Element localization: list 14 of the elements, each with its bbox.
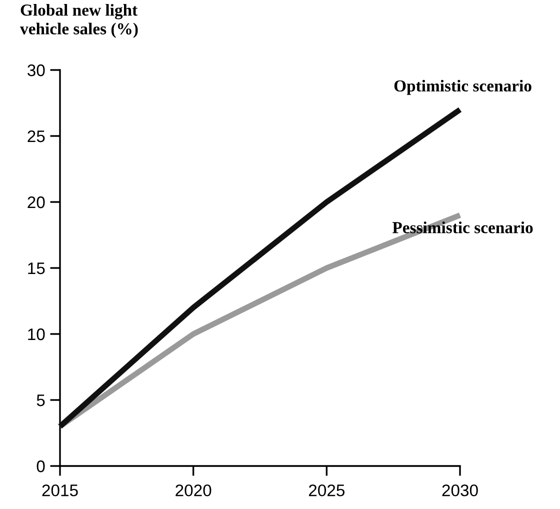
y-axis-title: Global new light vehicle sales (%) [20, 4, 138, 38]
y-tick-label: 0 [36, 460, 45, 472]
x-tick-label: 2020 [176, 484, 212, 496]
y-tick-label: 25 [28, 130, 45, 142]
series-label: Optimistic scenario [394, 80, 532, 95]
y-tick-label: 20 [28, 196, 45, 208]
y-tick-label: 10 [28, 328, 45, 340]
x-tick-label: 2015 [42, 484, 78, 496]
y-tick-label: 15 [28, 262, 45, 274]
x-tick-label: 2025 [308, 484, 345, 496]
y-tick-label: 30 [28, 64, 45, 76]
x-tick-label: 2030 [442, 484, 478, 496]
y-tick-label: 5 [36, 394, 45, 406]
series-label: Pessimistic scenario [392, 222, 533, 234]
